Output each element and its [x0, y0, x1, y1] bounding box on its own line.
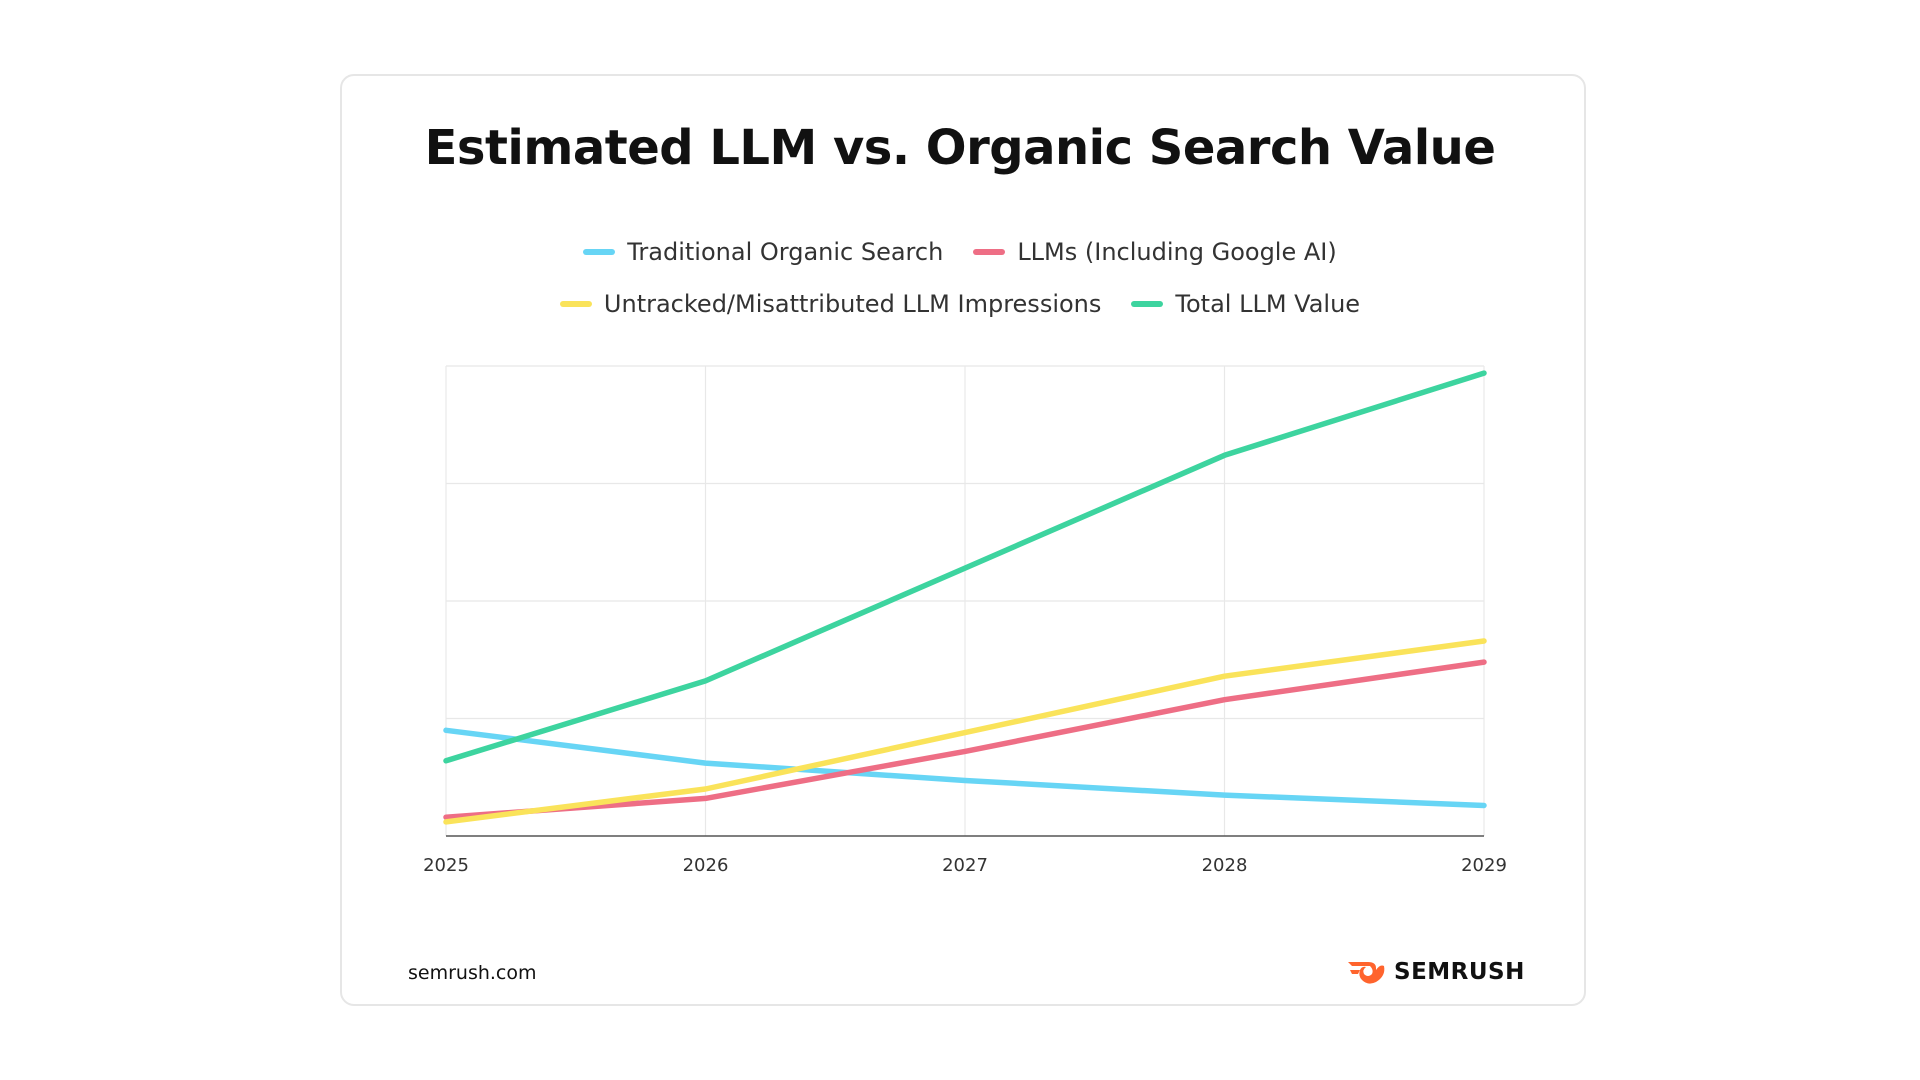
legend-swatch-untracked-llm-impressions — [559, 301, 592, 307]
series-line-untracked-misattributed-llm-impressions — [443, 638, 1487, 825]
brand-name: SEMRUSH — [1394, 959, 1525, 985]
chart-title: Estimated LLM vs. Organic Search Value — [424, 120, 1496, 176]
legend-label-llms: LLMs (Including Google AI) — [1017, 238, 1337, 266]
series-line-traditional-organic-search — [443, 727, 1487, 809]
legend-item-untracked-llm-impressions: Untracked/Misattributed LLM Impressions — [559, 290, 1102, 318]
legend-item-total-llm-value: Total LLM Value — [1131, 290, 1360, 318]
legend-item-traditional-organic-search: Traditional Organic Search — [583, 238, 943, 266]
legend-label-total-llm-value: Total LLM Value — [1175, 290, 1361, 318]
series-line-llms-including-google-ai — [443, 659, 1487, 820]
legend-label-traditional-organic-search: Traditional Organic Search — [627, 238, 944, 266]
legend-swatch-traditional-organic-search — [583, 249, 616, 255]
series-layer — [443, 370, 1487, 825]
brand-logo: SEMRUSH — [1346, 958, 1525, 986]
legend-row-1: Traditional Organic Search LLMs (Includi… — [0, 238, 1920, 266]
x-tick-label-2029: 2029 — [1461, 855, 1507, 876]
legend-swatch-total-llm-value — [1131, 301, 1164, 307]
tick-label-layer: 2025 2026 2027 2028 2029 — [423, 855, 1507, 876]
chart-card — [340, 74, 1586, 1006]
series-line-total-llm-value — [443, 370, 1487, 764]
grid-layer — [445, 365, 1485, 836]
x-tick-label-2026: 2026 — [683, 855, 729, 876]
legend-swatch-llms — [973, 249, 1006, 255]
source-label: semrush.com — [408, 962, 537, 984]
semrush-fire-icon — [1348, 962, 1385, 984]
legend-label-untracked-llm-impressions: Untracked/Misattributed LLM Impressions — [603, 290, 1102, 318]
x-tick-label-2027: 2027 — [942, 855, 988, 876]
legend-item-llms: LLMs (Including Google AI) — [973, 238, 1337, 266]
x-tick-label-2025: 2025 — [423, 855, 469, 876]
legend-row-2: Untracked/Misattributed LLM Impressions … — [0, 290, 1920, 318]
x-tick-label-2028: 2028 — [1202, 855, 1248, 876]
